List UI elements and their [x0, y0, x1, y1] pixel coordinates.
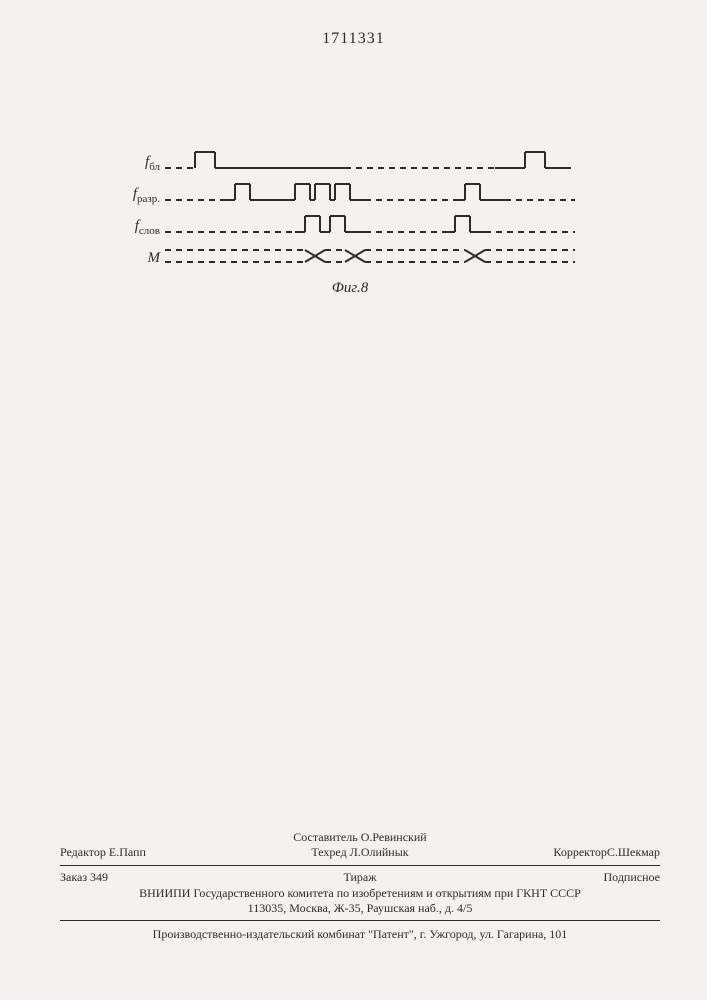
corrector-text: КорректорС.Шекмар	[553, 845, 660, 860]
print-run-text: Тираж	[60, 870, 660, 885]
signal-row: fразр.	[115, 182, 585, 212]
signal-waveform	[165, 246, 575, 270]
signal-label: fслов	[100, 218, 160, 237]
timing-diagram: fблfразр.fсловМ Фиг.8	[115, 150, 585, 278]
signal-row: М	[115, 246, 585, 276]
colophon: Составитель О.Ревинский Редактор Е.Папп …	[60, 830, 660, 942]
divider	[60, 920, 660, 921]
institute-text: ВНИИПИ Государственного комитета по изоб…	[60, 886, 660, 901]
address-text: 113035, Москва, Ж-35, Раушская наб., д. …	[60, 901, 660, 916]
signal-waveform	[165, 150, 575, 174]
doc-number: 1711331	[0, 30, 707, 48]
composer-line: Составитель О.Ревинский	[60, 830, 660, 845]
signal-label: fразр.	[100, 186, 160, 205]
divider	[60, 865, 660, 866]
printer-text: Производственно-издательский комбинат "П…	[60, 927, 660, 942]
signal-waveform	[165, 214, 575, 238]
figure-caption: Фиг.8	[115, 280, 585, 297]
signal-label: fбл	[100, 154, 160, 173]
subscription-text: Подписное	[604, 870, 661, 885]
page: 1711331 fблfразр.fсловМ Фиг.8 Составител…	[0, 0, 707, 1000]
order-row: Заказ 349 Тираж Подписное	[60, 870, 660, 886]
signal-waveform	[165, 182, 575, 206]
signal-label: М	[100, 250, 160, 267]
signal-row: fбл	[115, 150, 585, 180]
credits-row: Редактор Е.Папп Техред Л.Олийнык Коррект…	[60, 845, 660, 861]
signal-row: fслов	[115, 214, 585, 244]
